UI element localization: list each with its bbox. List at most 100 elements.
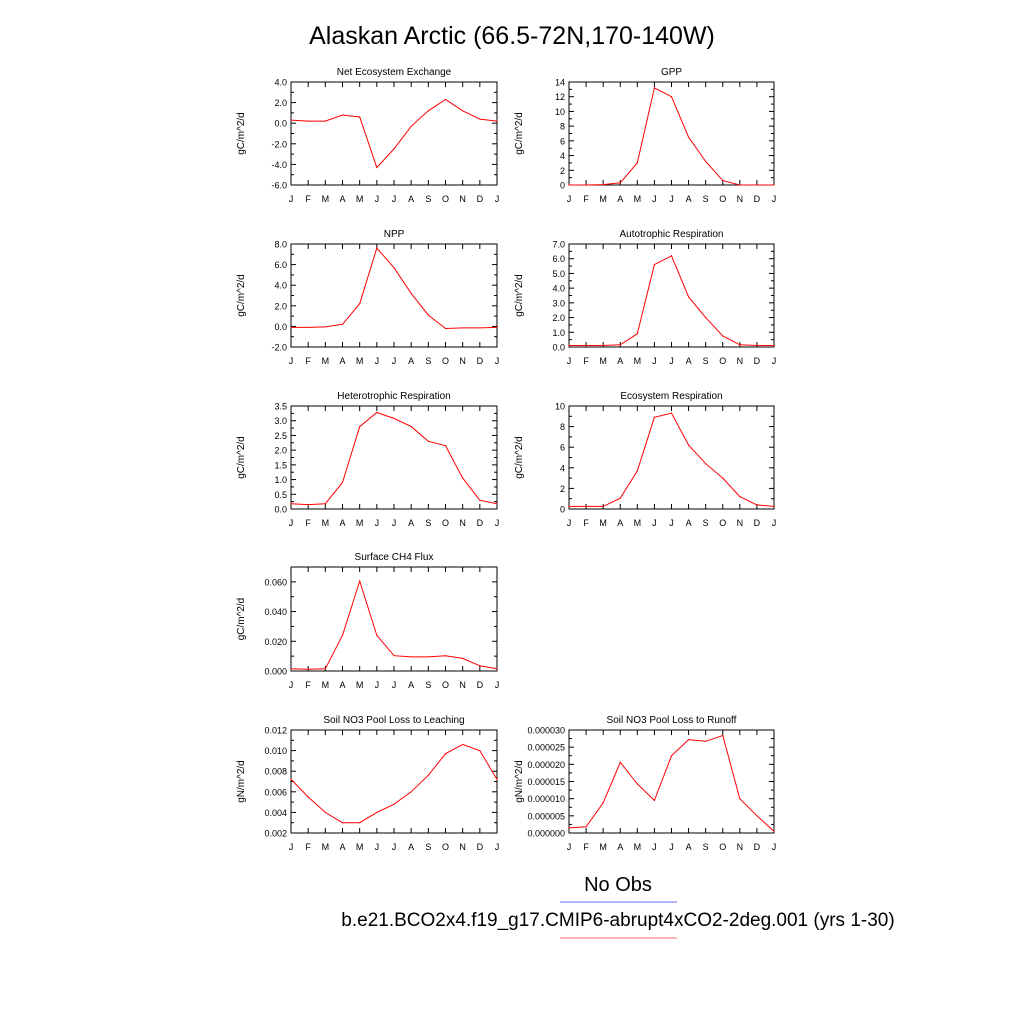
x-tick-label: O [442, 842, 449, 852]
x-tick-label: A [408, 842, 414, 852]
panel-title: Soil NO3 Pool Loss to Runoff [607, 715, 737, 726]
data-point [324, 811, 326, 814]
data-point [496, 326, 498, 329]
y-tick-label: 6 [560, 136, 565, 146]
y-tick-label: 4.0 [552, 284, 565, 294]
series-line [291, 247, 498, 330]
y-tick-label: 6.0 [274, 260, 287, 270]
plot-frame [568, 405, 775, 510]
data-point [670, 255, 673, 257]
data-point [687, 444, 690, 446]
data-point [602, 802, 604, 804]
data-point [496, 668, 498, 670]
x-tick-label: F [305, 842, 311, 852]
data-point [359, 303, 361, 305]
x-tick-label: S [425, 518, 431, 528]
panel-title: Surface CH4 Flux [355, 552, 434, 563]
data-point [359, 426, 361, 428]
x-tick-label: J [652, 194, 657, 204]
data-point [496, 120, 498, 122]
x-tick-label: M [356, 842, 364, 852]
legend: No Obs b.e21.BCO2x4.f19_g17.CMIP6-abrupt… [341, 874, 895, 939]
x-tick-label: J [392, 194, 397, 204]
y-tick-label: 1.0 [274, 475, 287, 485]
data-point [462, 657, 464, 659]
plot-frame [568, 729, 775, 834]
data-point [410, 426, 412, 428]
data-point [636, 333, 638, 335]
y-axis-label: gN/m^2/d [236, 760, 247, 803]
x-tick-label: O [719, 842, 726, 852]
data-point [636, 470, 638, 472]
y-tick-label: 4 [560, 463, 565, 473]
data-point [739, 344, 741, 346]
data-point [585, 505, 587, 508]
x-tick-label: D [477, 680, 484, 690]
legend-model-label: b.e21.BCO2x4.f19_g17.CMIP6-abrupt4xCO2-2… [341, 910, 894, 931]
x-tick-label: M [634, 842, 642, 852]
x-tick-label: F [583, 194, 589, 204]
data-point [290, 119, 292, 121]
x-tick-label: M [634, 194, 642, 204]
series-line [569, 87, 774, 186]
data-point [496, 503, 498, 505]
y-tick-label: 8 [560, 122, 565, 132]
data-point [341, 634, 344, 636]
x-tick-label: F [305, 518, 311, 528]
data-point [602, 344, 604, 347]
plot-frame [290, 81, 498, 186]
x-tick-label: N [737, 518, 744, 528]
data-point [739, 798, 741, 800]
data-point [376, 634, 378, 636]
y-tick-label: 0.000005 [527, 811, 565, 821]
y-tick-label: 1.0 [552, 328, 565, 338]
y-axis-label: gC/m^2/d [236, 112, 247, 155]
x-tick-label: D [477, 194, 484, 204]
figure-title: Alaskan Arctic (66.5-72N,170-140W) [309, 22, 715, 50]
y-tick-label: 0.000030 [527, 726, 565, 736]
y-tick-label: 2.0 [274, 301, 287, 311]
x-tick-label: S [703, 518, 709, 528]
x-tick-label: J [772, 194, 777, 204]
data-point [756, 184, 758, 186]
x-tick-label: J [289, 194, 294, 204]
data-point [773, 505, 775, 508]
x-tick-label: J [772, 518, 777, 528]
panel-8: Soil NO3 Pool Loss to Leaching gN/m^2/d J F… [236, 715, 499, 852]
x-tick-label: J [669, 194, 674, 204]
series-line [568, 734, 775, 832]
x-tick-label: M [322, 680, 330, 690]
data-point [341, 481, 344, 484]
data-point [444, 98, 447, 101]
x-tick-label: N [459, 194, 466, 204]
y-tick-label: 0.5 [274, 490, 287, 500]
plot-frame [290, 243, 498, 348]
data-point [462, 327, 464, 329]
data-point [410, 791, 412, 793]
data-point [462, 110, 464, 112]
data-point [568, 827, 570, 829]
x-tick-label: A [339, 356, 345, 366]
x-tick-label: S [703, 356, 709, 366]
data-point [705, 316, 707, 319]
x-tick-label: O [442, 680, 449, 690]
data-point [359, 116, 361, 118]
data-point [341, 822, 344, 824]
y-tick-label: 0.008 [264, 767, 287, 777]
data-point [410, 656, 412, 658]
y-axis-label: gC/m^2/d [514, 274, 525, 317]
y-tick-label: 0.000025 [527, 743, 565, 753]
series-line [290, 411, 498, 506]
x-tick-label: O [719, 194, 726, 204]
panel-title: Autotrophic Respiration [620, 229, 724, 240]
data-point [324, 120, 326, 122]
data-point [705, 740, 707, 742]
x-tick-label: J [289, 842, 294, 852]
data-point [479, 750, 481, 752]
panel-title: Ecosystem Respiration [620, 391, 722, 402]
plot-frame [290, 405, 498, 510]
